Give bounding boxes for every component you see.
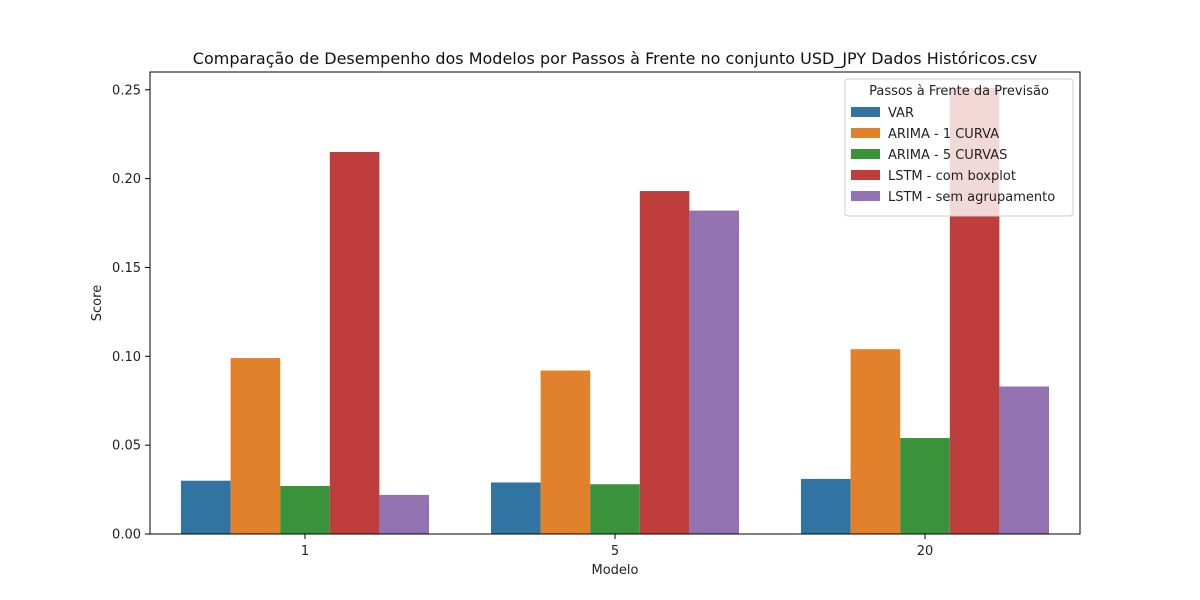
x-tick-label: 1 — [301, 544, 309, 559]
legend-swatch — [851, 170, 880, 180]
legend-swatch — [851, 107, 880, 117]
y-tick-label: 0.00 — [112, 528, 141, 543]
bar-arima-1-curva-1 — [230, 358, 281, 534]
y-tick-label: 0.25 — [112, 83, 141, 98]
bar-arima-5-curvas-1 — [280, 486, 330, 534]
legend-swatch — [851, 149, 880, 159]
bar-lstm-com-boxplot-5 — [639, 191, 690, 535]
bars-layer — [181, 87, 1049, 535]
y-axis-title: Score — [90, 285, 105, 321]
bar-lstm-sem-agrupamento-5 — [689, 210, 739, 534]
y-axis: 0.00 0.05 0.10 0.15 0.20 0.25 — [112, 83, 150, 543]
y-tick-label: 0.15 — [112, 261, 141, 276]
legend: Passos à Frente da Previsão VAR ARIMA - 1 … — [844, 78, 1074, 217]
chart-title: Comparação de Desempenho dos Modelos por… — [193, 49, 1037, 69]
bar-var-1 — [181, 480, 231, 534]
bar-var-20 — [801, 478, 851, 534]
legend-label: ARIMA - 1 CURVA — [888, 127, 999, 142]
bar-lstm-com-boxplot-1 — [329, 151, 380, 534]
x-tick-label: 5 — [611, 544, 619, 559]
legend-swatch — [851, 191, 880, 201]
bar-var-5 — [491, 482, 541, 534]
legend-label: LSTM - sem agrupamento — [888, 190, 1055, 205]
legend-title: Passos à Frente da Previsão — [869, 84, 1049, 99]
x-axis: 1 5 20 — [301, 534, 933, 559]
bar-arima-1-curva-5 — [540, 370, 591, 534]
x-tick-label: 20 — [917, 544, 934, 559]
y-tick-label: 0.05 — [112, 439, 141, 454]
legend-swatch — [851, 128, 880, 138]
bar-arima-1-curva-20 — [850, 349, 901, 534]
legend-label: LSTM - com boxplot — [888, 169, 1016, 184]
y-tick-label: 0.20 — [112, 172, 141, 187]
legend-label: VAR — [888, 106, 914, 121]
legend-label: ARIMA - 5 CURVAS — [888, 148, 1007, 163]
bar-arima-5-curvas-5 — [590, 484, 640, 534]
x-axis-title: Modelo — [592, 563, 639, 578]
legend-box — [844, 78, 1074, 217]
bar-arima-5-curvas-20 — [900, 438, 950, 534]
y-tick-label: 0.10 — [112, 350, 141, 365]
bar-lstm-sem-agrupamento-20 — [999, 386, 1049, 534]
bar-lstm-sem-agrupamento-1 — [379, 494, 429, 534]
